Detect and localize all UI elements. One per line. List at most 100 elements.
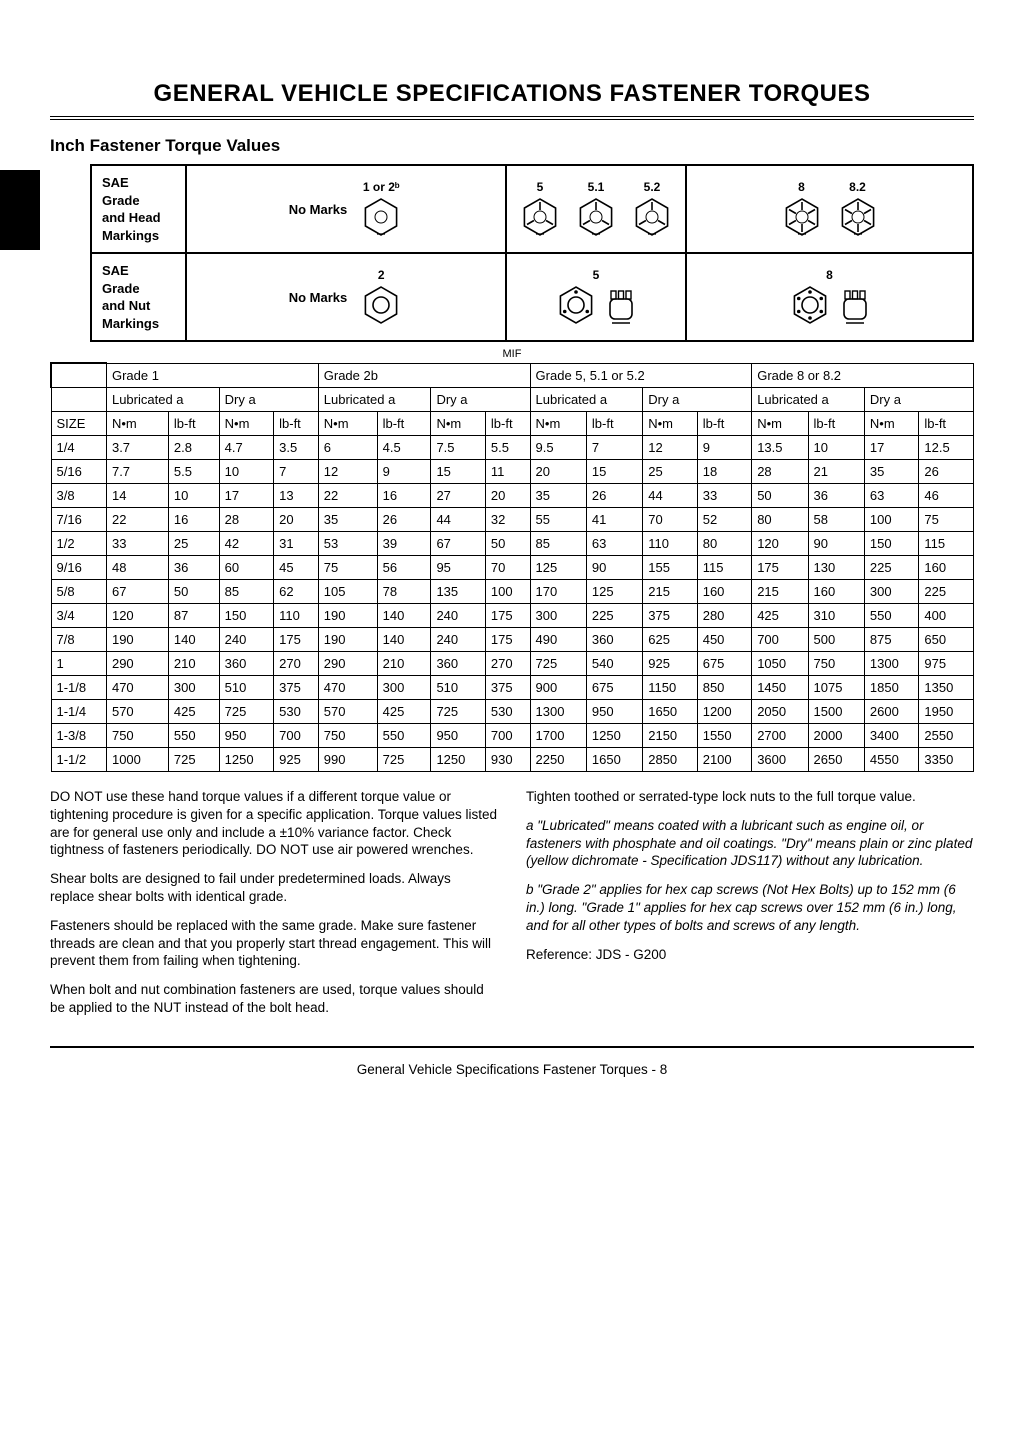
- value-cell: 27: [431, 483, 485, 507]
- value-cell: 175: [752, 555, 808, 579]
- torque-table: Grade 1Grade 2bGrade 5, 5.1 or 5.2Grade …: [50, 362, 974, 772]
- unit-header-cell: N•m: [219, 411, 273, 435]
- value-cell: 1200: [697, 699, 751, 723]
- value-cell: 140: [168, 627, 219, 651]
- value-cell: 2100: [697, 747, 751, 771]
- grade-header-row: Grade 1Grade 2bGrade 5, 5.1 or 5.2Grade …: [51, 363, 974, 387]
- size-cell: 1: [51, 651, 106, 675]
- value-cell: 13.5: [752, 435, 808, 459]
- value-cell: 270: [274, 651, 319, 675]
- value-cell: 725: [431, 699, 485, 723]
- value-cell: 930: [485, 747, 530, 771]
- value-cell: 975: [919, 651, 974, 675]
- value-cell: 3350: [919, 747, 974, 771]
- value-cell: 26: [919, 459, 974, 483]
- value-cell: 135: [431, 579, 485, 603]
- table-row: 5/86750856210578135100170125215160215160…: [51, 579, 974, 603]
- value-cell: 9.5: [530, 435, 586, 459]
- value-cell: 130: [808, 555, 864, 579]
- table-row: 1-1/210007251250925990725125093022501650…: [51, 747, 974, 771]
- value-cell: 300: [864, 579, 918, 603]
- value-cell: 16: [377, 483, 431, 507]
- value-cell: 20: [530, 459, 586, 483]
- note-paragraph: b "Grade 2" applies for hex cap screws (…: [526, 881, 974, 934]
- notes-container: DO NOT use these hand torque values if a…: [50, 788, 974, 1028]
- value-cell: 1300: [864, 651, 918, 675]
- value-cell: 105: [318, 579, 377, 603]
- value-cell: 5.5: [485, 435, 530, 459]
- value-cell: 125: [530, 555, 586, 579]
- unit-header-cell: N•m: [106, 411, 168, 435]
- head-markings-row: SAEGradeand HeadMarkings No Marks 1 or 2…: [91, 165, 973, 253]
- value-cell: 140: [377, 627, 431, 651]
- table-row: 1-1/847030051037547030051037590067511508…: [51, 675, 974, 699]
- value-cell: 42: [219, 531, 273, 555]
- value-cell: 2050: [752, 699, 808, 723]
- hex-head-icon: [630, 195, 674, 239]
- value-cell: 530: [485, 699, 530, 723]
- value-cell: 2.8: [168, 435, 219, 459]
- nut-markings-cell-1: No Marks 2: [186, 253, 506, 341]
- value-cell: 675: [697, 651, 751, 675]
- value-cell: 60: [219, 555, 273, 579]
- value-cell: 4.7: [219, 435, 273, 459]
- value-cell: 90: [808, 531, 864, 555]
- notes-left-column: DO NOT use these hand torque values if a…: [50, 788, 498, 1028]
- value-cell: 2700: [752, 723, 808, 747]
- nut-markings-cell-2: 5: [506, 253, 686, 341]
- value-cell: 425: [377, 699, 431, 723]
- value-cell: 1050: [752, 651, 808, 675]
- value-cell: 32: [485, 507, 530, 531]
- size-cell: 1/4: [51, 435, 106, 459]
- value-cell: 35: [318, 507, 377, 531]
- grade-header-cell: Grade 5, 5.1 or 5.2: [530, 363, 752, 387]
- value-cell: 120: [106, 603, 168, 627]
- value-cell: 75: [318, 555, 377, 579]
- value-cell: 175: [485, 627, 530, 651]
- value-cell: 4550: [864, 747, 918, 771]
- value-cell: 90: [586, 555, 642, 579]
- value-cell: 9: [377, 459, 431, 483]
- value-cell: 95: [431, 555, 485, 579]
- value-cell: 2250: [530, 747, 586, 771]
- head-markings-cell-3: 8 8.2: [686, 165, 973, 253]
- value-cell: 300: [168, 675, 219, 699]
- table-row: 3/814101713221627203526443350366346: [51, 483, 974, 507]
- value-cell: 375: [274, 675, 319, 699]
- page-edge-tab: [0, 170, 40, 250]
- table-row: 5/167.75.510712915112015251828213526: [51, 459, 974, 483]
- value-cell: 31: [274, 531, 319, 555]
- hex-nut-icon: [359, 283, 403, 327]
- table-row: 9/16483660457556957012590155115175130225…: [51, 555, 974, 579]
- value-cell: 67: [431, 531, 485, 555]
- value-cell: 1000: [106, 747, 168, 771]
- value-cell: 450: [697, 627, 751, 651]
- size-cell: 9/16: [51, 555, 106, 579]
- value-cell: 87: [168, 603, 219, 627]
- value-cell: 2150: [643, 723, 697, 747]
- castle-nut-icon: [604, 283, 638, 327]
- unit-header-cell: lb-ft: [377, 411, 431, 435]
- value-cell: 290: [318, 651, 377, 675]
- value-cell: 63: [586, 531, 642, 555]
- condition-header-cell: Dry a: [431, 387, 530, 411]
- value-cell: 3600: [752, 747, 808, 771]
- value-cell: 67: [106, 579, 168, 603]
- value-cell: 360: [586, 627, 642, 651]
- condition-header-cell: Dry a: [219, 387, 318, 411]
- hex-head-icon: [780, 195, 824, 239]
- unit-header-row: SIZEN•mlb-ftN•mlb-ftN•mlb-ftN•mlb-ftN•ml…: [51, 411, 974, 435]
- value-cell: 375: [485, 675, 530, 699]
- value-cell: 310: [808, 603, 864, 627]
- value-cell: 530: [274, 699, 319, 723]
- value-cell: 160: [808, 579, 864, 603]
- value-cell: 510: [431, 675, 485, 699]
- value-cell: 215: [752, 579, 808, 603]
- value-cell: 490: [530, 627, 586, 651]
- value-cell: 425: [752, 603, 808, 627]
- condition-header-row: Lubricated aDry aLubricated aDry aLubric…: [51, 387, 974, 411]
- size-cell: 7/16: [51, 507, 106, 531]
- note-paragraph: Tighten toothed or serrated-type lock nu…: [526, 788, 974, 806]
- value-cell: 52: [697, 507, 751, 531]
- value-cell: 675: [586, 675, 642, 699]
